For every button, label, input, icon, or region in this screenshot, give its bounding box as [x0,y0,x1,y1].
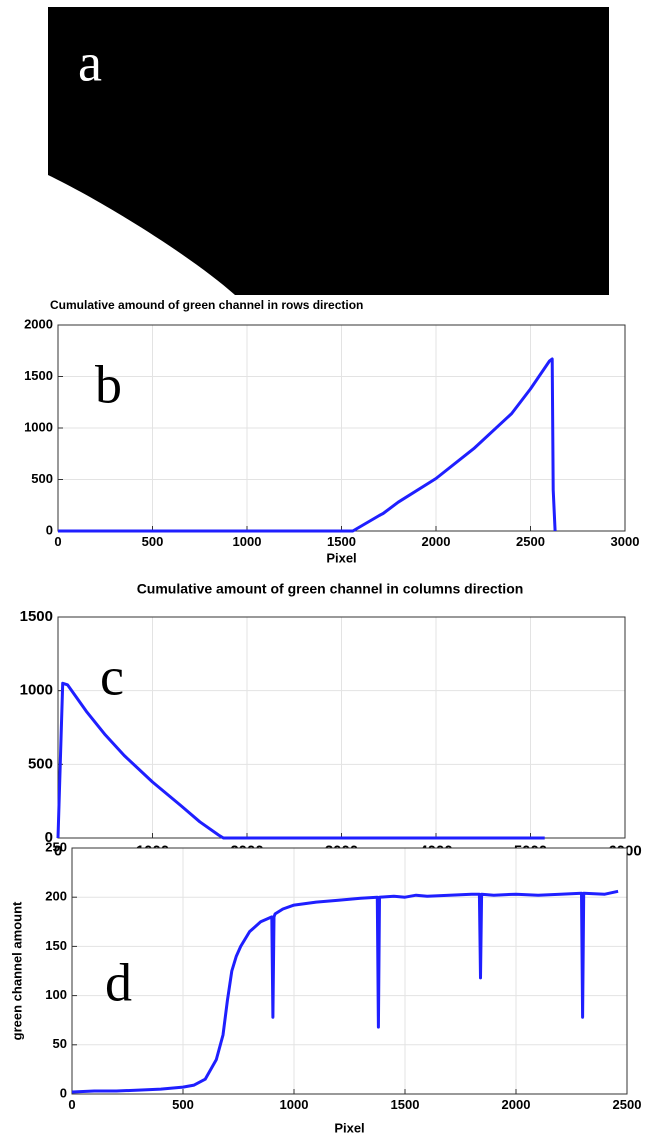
x-tick-label: 500 [142,534,164,549]
chart-title: Cumulative amound of green channel in ro… [50,298,363,312]
chart-title: Cumulative amount of green channel in co… [137,581,524,597]
x-tick-label: 3000 [611,534,640,549]
y-tick-label: 1500 [24,368,53,383]
y-tick-label: 1000 [20,682,53,699]
x-tick-label: 1000 [233,534,262,549]
x-tick-label: 1500 [327,534,356,549]
y-tick-label: 0 [46,522,53,537]
x-tick-label: 0 [54,534,61,549]
y-axis-label: green channel amount [9,901,24,1040]
y-tick-label: 500 [31,471,53,486]
panel-label: c [100,646,124,706]
x-tick-label: 2500 [613,1097,642,1112]
y-tick-label: 250 [45,839,67,854]
y-tick-label: 2000 [24,316,53,331]
y-tick-label: 1500 [20,608,53,625]
panel-label: d [105,952,132,1012]
y-tick-label: 50 [53,1036,67,1051]
x-tick-label: 2500 [516,534,545,549]
x-tick-label: 1000 [280,1097,309,1112]
x-tick-label: 1500 [391,1097,420,1112]
figure: a 05001000150020002500300005001000150020… [0,0,664,1138]
panel-label: a [78,32,102,92]
y-tick-label: 1000 [24,419,53,434]
x-tick-label: 500 [172,1097,194,1112]
y-tick-label: 200 [45,889,67,904]
x-axis-label: Pixel [334,1120,364,1135]
y-tick-label: 100 [45,987,67,1002]
y-tick-label: 0 [60,1085,67,1100]
panel-label: b [95,354,122,414]
x-tick-label: 0 [68,1097,75,1112]
x-tick-label: 2000 [422,534,451,549]
x-tick-label: 2000 [502,1097,531,1112]
plot-area [72,848,627,1094]
x-axis-label: Pixel [326,550,356,565]
y-tick-label: 500 [28,755,53,772]
y-tick-label: 150 [45,938,67,953]
